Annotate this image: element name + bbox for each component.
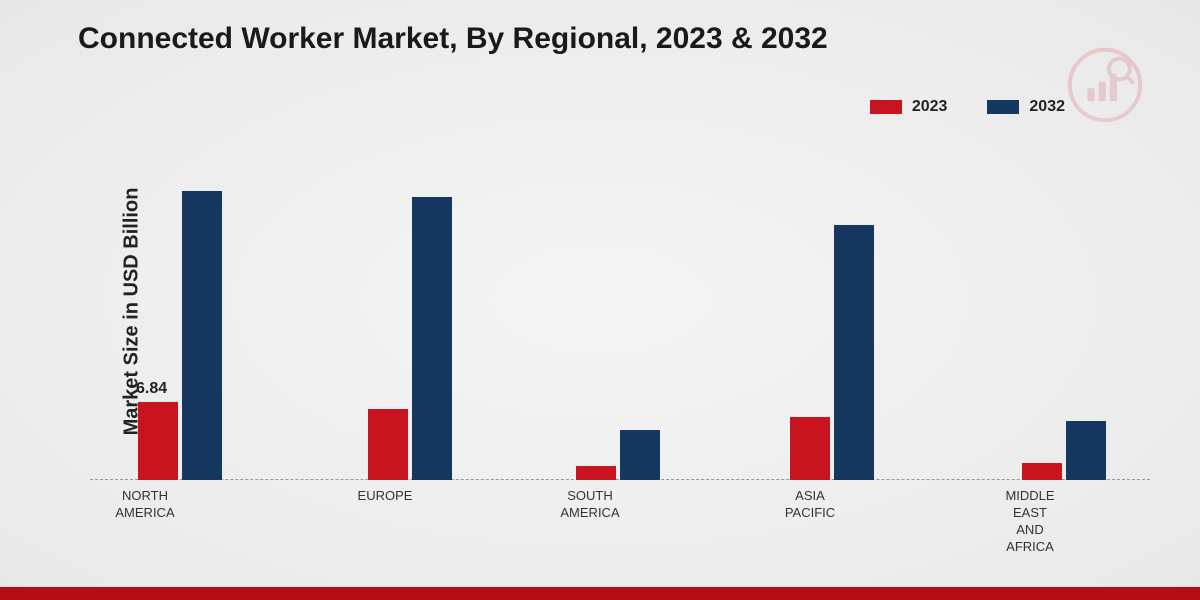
legend-label-2032: 2032 xyxy=(1029,98,1065,116)
chart-title: Connected Worker Market, By Regional, 20… xyxy=(78,22,828,56)
bar-group xyxy=(1022,421,1106,480)
bottom-accent-bar xyxy=(0,587,1200,600)
bar xyxy=(1022,463,1062,480)
legend-item-2023: 2023 xyxy=(870,98,948,116)
bar-group xyxy=(790,225,874,480)
legend-swatch-2032 xyxy=(987,100,1019,114)
bar: 6.84 xyxy=(138,402,178,480)
bar-value-label: 6.84 xyxy=(136,380,167,398)
legend-swatch-2023 xyxy=(870,100,902,114)
bar xyxy=(790,417,830,480)
legend: 2023 2032 xyxy=(870,98,1065,116)
bar-group xyxy=(576,430,660,480)
chart-area: 6.84 xyxy=(90,140,1150,480)
legend-item-2032: 2032 xyxy=(987,98,1065,116)
bar xyxy=(368,409,408,480)
x-axis-label: MIDDLE EAST AND AFRICA xyxy=(1005,488,1054,556)
x-axis-label: NORTH AMERICA xyxy=(115,488,174,522)
bar xyxy=(1066,421,1106,480)
bar xyxy=(576,466,616,480)
logo-watermark xyxy=(1065,45,1145,125)
bar xyxy=(620,430,660,480)
bar xyxy=(182,191,222,480)
bar-group xyxy=(368,197,452,480)
x-axis-label: EUROPE xyxy=(358,488,413,505)
x-axis-label: ASIA PACIFIC xyxy=(785,488,835,522)
x-axis-label: SOUTH AMERICA xyxy=(560,488,619,522)
bar-group: 6.84 xyxy=(138,191,222,480)
bar xyxy=(412,197,452,480)
legend-label-2023: 2023 xyxy=(912,98,948,116)
bar xyxy=(834,225,874,480)
